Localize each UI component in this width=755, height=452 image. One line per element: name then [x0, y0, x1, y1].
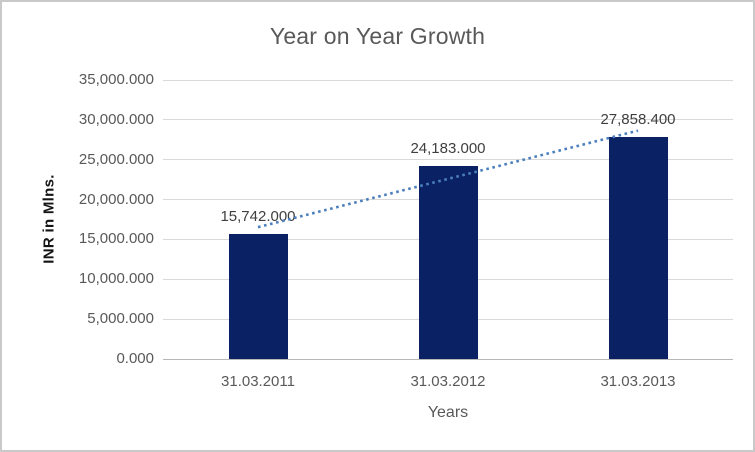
- gridline: [163, 79, 733, 81]
- x-axis-tick-labels: 31.03.2011 31.03.2012 31.03.2013: [163, 373, 733, 393]
- gridline: [163, 159, 733, 161]
- gridline: [163, 119, 733, 121]
- bar-31.03.2011: [228, 233, 288, 359]
- y-tick-label: 30,000.000: [78, 110, 154, 128]
- data-label: 24,183.000: [410, 140, 486, 158]
- bar-31.03.2012: [418, 166, 478, 359]
- x-tick-label: 31.03.2013: [600, 373, 676, 390]
- y-tick-label: 20,000.000: [78, 190, 154, 208]
- x-tick-label: 31.03.2011: [221, 373, 295, 390]
- y-tick-label: 35,000.000: [78, 71, 154, 88]
- chart-title: Year on Year Growth: [269, 23, 486, 49]
- data-label: 27,858.400: [600, 110, 676, 128]
- plot-area: 15,742.000 24,183.000 27,858.400: [163, 79, 733, 360]
- x-axis-title: Years: [427, 404, 469, 421]
- y-tick-label: 10,000.000: [78, 270, 154, 288]
- y-tick-label: 5,000.000: [87, 310, 154, 328]
- x-tick-label: 31.03.2012: [410, 373, 486, 390]
- bar-31.03.2013: [608, 136, 668, 359]
- y-tick-label: 25,000.000: [78, 150, 154, 168]
- data-label: 15,742.000: [220, 207, 296, 225]
- y-tick-label: 0.000: [116, 350, 154, 367]
- y-tick-label: 15,000.000: [78, 230, 154, 248]
- y-axis-title: INR in Mlns.: [40, 174, 58, 264]
- trendline: [257, 129, 639, 229]
